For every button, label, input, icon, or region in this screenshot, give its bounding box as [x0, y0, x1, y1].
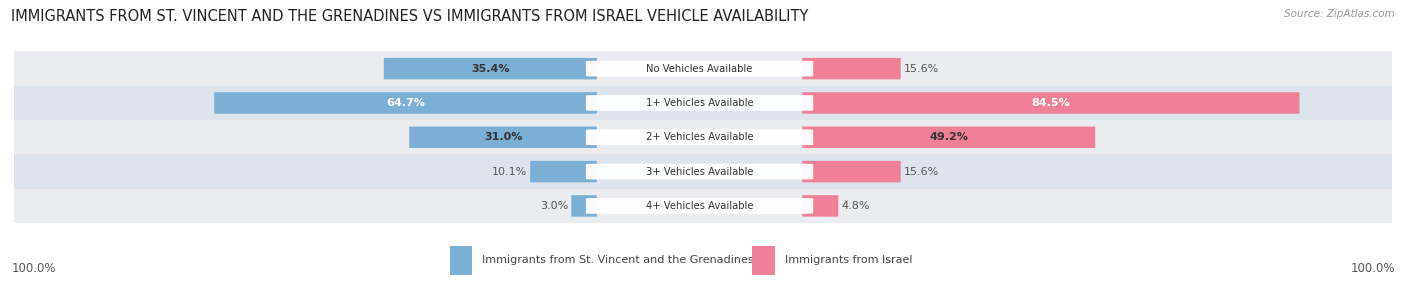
FancyBboxPatch shape: [803, 58, 901, 80]
FancyBboxPatch shape: [803, 92, 1299, 114]
Text: Source: ZipAtlas.com: Source: ZipAtlas.com: [1284, 9, 1395, 19]
Text: IMMIGRANTS FROM ST. VINCENT AND THE GRENADINES VS IMMIGRANTS FROM ISRAEL VEHICLE: IMMIGRANTS FROM ST. VINCENT AND THE GREN…: [11, 9, 808, 23]
Text: 10.1%: 10.1%: [492, 167, 527, 176]
FancyBboxPatch shape: [803, 195, 838, 217]
FancyBboxPatch shape: [586, 164, 813, 180]
Text: 49.2%: 49.2%: [929, 132, 969, 142]
FancyBboxPatch shape: [14, 154, 1392, 189]
Text: 64.7%: 64.7%: [387, 98, 425, 108]
Text: 2+ Vehicles Available: 2+ Vehicles Available: [645, 132, 754, 142]
FancyBboxPatch shape: [530, 161, 598, 182]
FancyBboxPatch shape: [586, 129, 813, 145]
Text: 4.8%: 4.8%: [841, 201, 869, 211]
Text: 3.0%: 3.0%: [540, 201, 568, 211]
FancyBboxPatch shape: [803, 126, 1095, 148]
Text: Immigrants from St. Vincent and the Grenadines: Immigrants from St. Vincent and the Gren…: [482, 255, 754, 265]
FancyBboxPatch shape: [14, 86, 1392, 120]
Text: 3+ Vehicles Available: 3+ Vehicles Available: [645, 167, 754, 176]
Text: Immigrants from Israel: Immigrants from Israel: [785, 255, 912, 265]
FancyBboxPatch shape: [384, 58, 598, 80]
Text: 1+ Vehicles Available: 1+ Vehicles Available: [645, 98, 754, 108]
Text: 84.5%: 84.5%: [1032, 98, 1070, 108]
Text: 31.0%: 31.0%: [484, 132, 522, 142]
Text: 4+ Vehicles Available: 4+ Vehicles Available: [645, 201, 754, 211]
Text: 15.6%: 15.6%: [904, 64, 939, 74]
FancyBboxPatch shape: [571, 195, 598, 217]
FancyBboxPatch shape: [586, 198, 813, 214]
Text: No Vehicles Available: No Vehicles Available: [647, 64, 752, 74]
Text: 15.6%: 15.6%: [904, 167, 939, 176]
Text: 35.4%: 35.4%: [471, 64, 509, 74]
FancyBboxPatch shape: [14, 120, 1392, 154]
FancyBboxPatch shape: [586, 61, 813, 77]
Text: 100.0%: 100.0%: [1350, 262, 1395, 275]
FancyBboxPatch shape: [14, 51, 1392, 86]
FancyBboxPatch shape: [803, 161, 901, 182]
FancyBboxPatch shape: [409, 126, 598, 148]
FancyBboxPatch shape: [586, 95, 813, 111]
FancyBboxPatch shape: [214, 92, 598, 114]
Text: 100.0%: 100.0%: [11, 262, 56, 275]
FancyBboxPatch shape: [14, 189, 1392, 223]
